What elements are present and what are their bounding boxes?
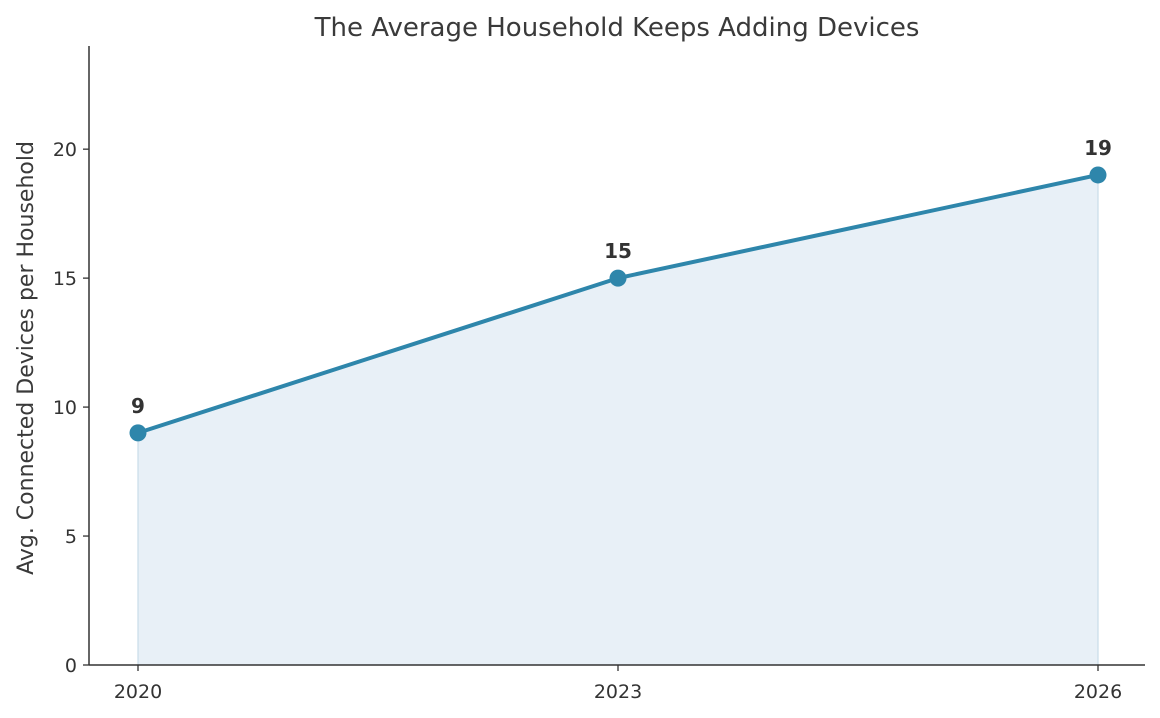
area-fill xyxy=(138,174,1098,666)
y-tick-label-5: 5 xyxy=(65,526,77,548)
x-tick-label-2020: 2020 xyxy=(114,681,162,703)
y-tick-label-20: 20 xyxy=(53,139,77,161)
data-labels-layer: 9 15 19 xyxy=(131,136,1112,418)
data-point-2020 xyxy=(129,424,147,442)
y-axis-label: Avg. Connected Devices per Household xyxy=(14,141,39,575)
y-tick-label-0: 0 xyxy=(65,655,77,677)
data-point-2026 xyxy=(1089,166,1107,184)
data-point-2023 xyxy=(609,269,627,287)
chart-title: The Average Household Keeps Adding Devic… xyxy=(314,13,920,43)
data-label-2026: 19 xyxy=(1084,136,1112,160)
data-label-2020: 9 xyxy=(131,394,145,418)
x-tick-label-2023: 2023 xyxy=(594,681,642,703)
y-tick-label-10: 10 xyxy=(53,397,77,419)
data-label-2023: 15 xyxy=(604,239,632,263)
x-tick-label-2026: 2026 xyxy=(1074,681,1122,703)
data-points-layer xyxy=(129,166,1107,442)
area-fill-layer xyxy=(137,174,1099,666)
y-tick-label-15: 15 xyxy=(53,268,77,290)
